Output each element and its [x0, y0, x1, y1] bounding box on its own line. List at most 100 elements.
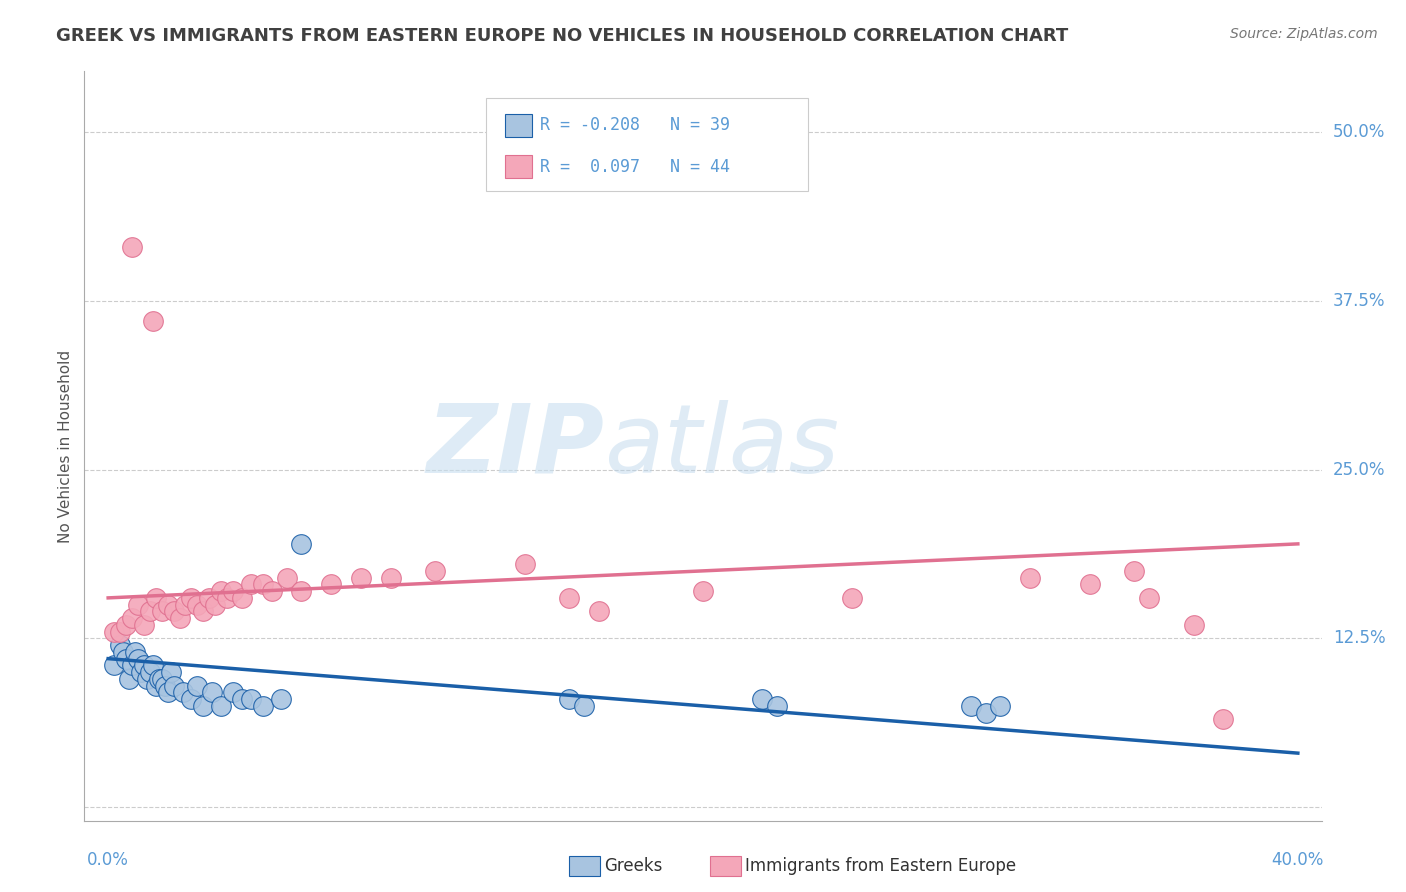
Point — [588, 604, 610, 618]
Point — [118, 672, 141, 686]
Point — [186, 598, 208, 612]
Point — [127, 598, 149, 612]
Text: Source: ZipAtlas.com: Source: ZipAtlas.com — [1230, 27, 1378, 41]
Text: atlas: atlas — [605, 400, 839, 492]
Point — [115, 651, 138, 665]
Text: 50.0%: 50.0% — [1333, 123, 1385, 141]
Point — [1182, 618, 1205, 632]
Point — [201, 685, 224, 699]
Text: 12.5%: 12.5% — [1333, 630, 1385, 648]
Text: ZIP: ZIP — [426, 400, 605, 492]
Point — [172, 685, 194, 699]
Point — [990, 698, 1012, 713]
Bar — [505, 155, 533, 178]
Point — [127, 651, 149, 665]
Point — [692, 584, 714, 599]
Point — [959, 698, 981, 713]
Point — [290, 537, 312, 551]
Point — [217, 591, 239, 605]
Point — [121, 611, 143, 625]
Point — [156, 598, 179, 612]
Text: 37.5%: 37.5% — [1333, 292, 1385, 310]
Point — [135, 672, 157, 686]
Point — [121, 658, 143, 673]
Point — [1019, 571, 1042, 585]
Point — [108, 638, 131, 652]
Point — [425, 564, 447, 578]
Point — [222, 584, 245, 599]
Point — [132, 658, 155, 673]
Point — [252, 698, 274, 713]
Point — [124, 645, 146, 659]
Point — [180, 591, 202, 605]
Point — [180, 692, 202, 706]
Y-axis label: No Vehicles in Household: No Vehicles in Household — [58, 350, 73, 542]
Point — [139, 665, 162, 680]
Point — [145, 591, 167, 605]
Point — [153, 679, 176, 693]
Point — [121, 240, 143, 254]
Point — [174, 598, 197, 612]
Point — [186, 679, 208, 693]
Point — [513, 557, 536, 571]
Point — [252, 577, 274, 591]
Point — [148, 672, 170, 686]
Point — [290, 584, 312, 599]
Point — [204, 598, 226, 612]
Point — [145, 679, 167, 693]
Point — [193, 604, 215, 618]
Point — [112, 645, 135, 659]
FancyBboxPatch shape — [486, 97, 808, 191]
Point — [142, 314, 165, 328]
Point — [751, 692, 773, 706]
Text: 40.0%: 40.0% — [1271, 851, 1324, 869]
Text: R =  0.097   N = 44: R = 0.097 N = 44 — [540, 158, 730, 176]
Point — [270, 692, 292, 706]
Point — [142, 658, 165, 673]
Point — [276, 571, 298, 585]
Text: R = -0.208   N = 39: R = -0.208 N = 39 — [540, 116, 730, 135]
Point — [231, 591, 253, 605]
Point — [103, 658, 125, 673]
Point — [231, 692, 253, 706]
Point — [139, 604, 162, 618]
Bar — [505, 114, 533, 136]
Point — [150, 604, 173, 618]
Point — [115, 618, 138, 632]
Text: 0.0%: 0.0% — [87, 851, 129, 869]
Point — [1137, 591, 1160, 605]
Point — [198, 591, 221, 605]
Point — [209, 698, 232, 713]
Point — [162, 679, 184, 693]
Point — [103, 624, 125, 639]
Point — [169, 611, 191, 625]
Text: GREEK VS IMMIGRANTS FROM EASTERN EUROPE NO VEHICLES IN HOUSEHOLD CORRELATION CHA: GREEK VS IMMIGRANTS FROM EASTERN EUROPE … — [56, 27, 1069, 45]
Point — [1212, 712, 1234, 726]
Text: 25.0%: 25.0% — [1333, 460, 1385, 479]
Point — [108, 624, 131, 639]
Point — [209, 584, 232, 599]
Point — [350, 571, 373, 585]
Point — [558, 591, 581, 605]
Point — [129, 665, 152, 680]
Point — [558, 692, 581, 706]
Point — [572, 698, 595, 713]
Point — [260, 584, 283, 599]
Point — [222, 685, 245, 699]
Point — [150, 672, 173, 686]
Point — [380, 571, 402, 585]
Point — [841, 591, 863, 605]
Text: Greeks: Greeks — [605, 857, 664, 875]
Point — [974, 706, 997, 720]
Text: Immigrants from Eastern Europe: Immigrants from Eastern Europe — [745, 857, 1017, 875]
Point — [239, 577, 262, 591]
Point — [239, 692, 262, 706]
Point — [162, 604, 184, 618]
Point — [193, 698, 215, 713]
Point — [1078, 577, 1101, 591]
Point — [159, 665, 181, 680]
Point — [1123, 564, 1146, 578]
Point — [156, 685, 179, 699]
Point — [321, 577, 343, 591]
Point — [132, 618, 155, 632]
